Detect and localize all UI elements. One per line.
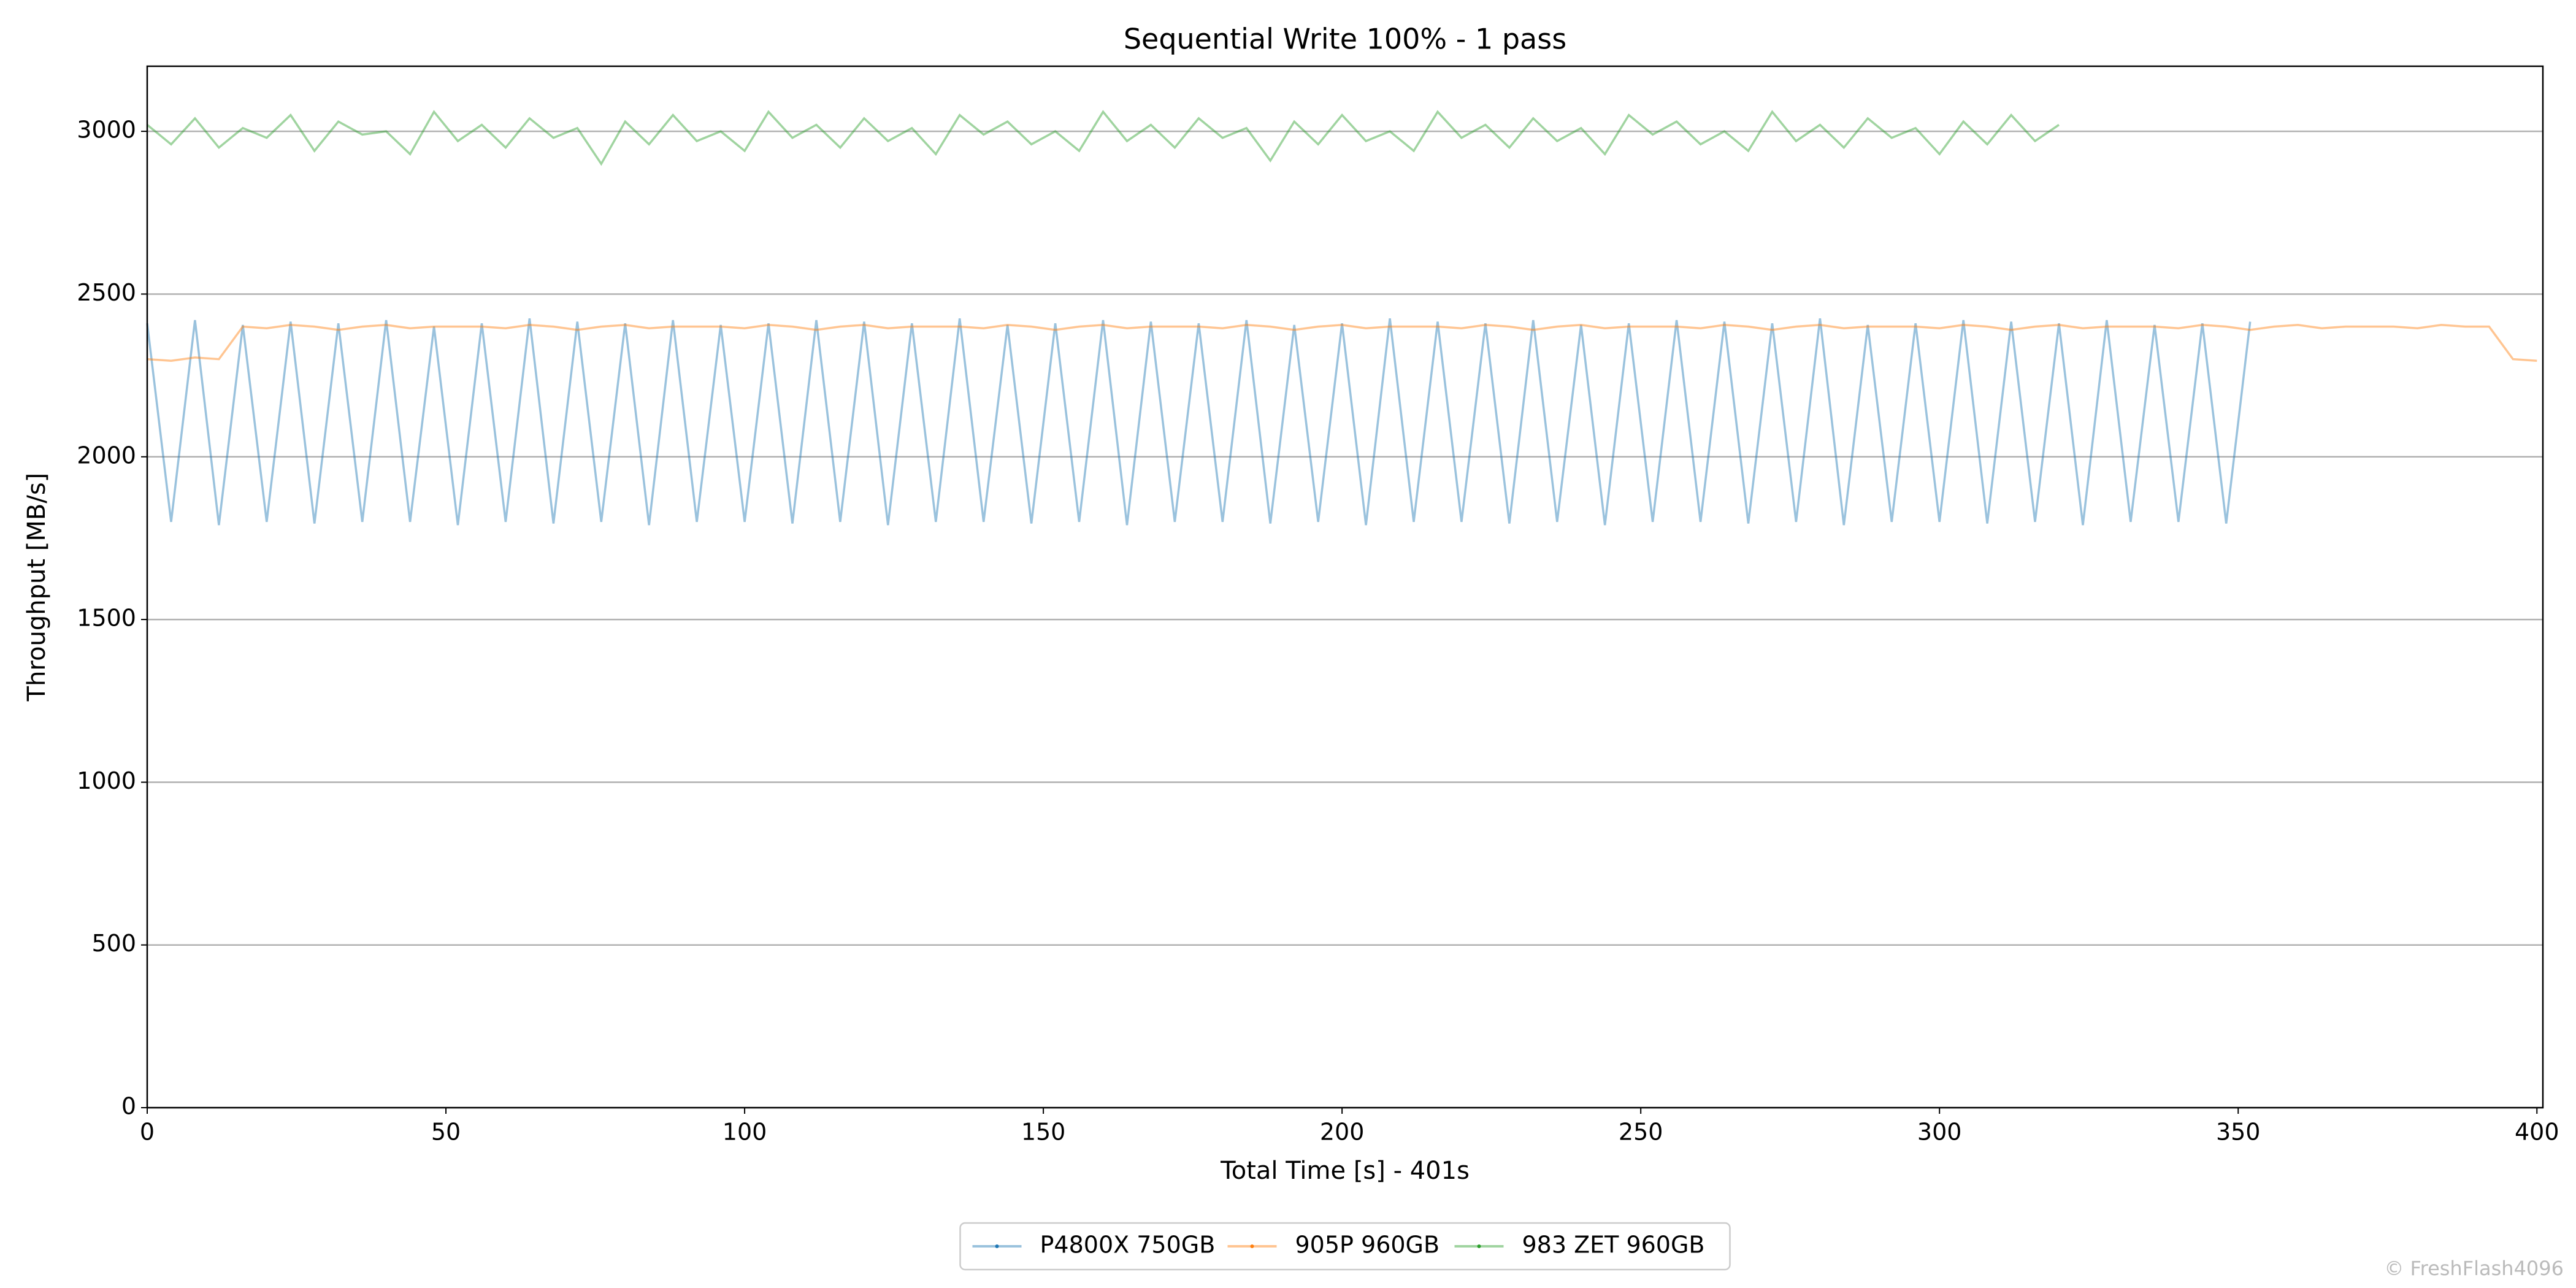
y-axis-label: Throughput [MB/s] xyxy=(23,473,51,702)
y-tick-label: 3000 xyxy=(77,117,136,144)
legend-label: P4800X 750GB xyxy=(1040,1232,1216,1259)
legend-marker xyxy=(995,1244,999,1248)
legend-marker xyxy=(1477,1244,1481,1248)
x-tick-label: 250 xyxy=(1619,1119,1663,1146)
legend-label: 983 ZET 960GB xyxy=(1522,1232,1705,1259)
y-tick-label: 500 xyxy=(91,930,136,957)
x-axis-label: Total Time [s] - 401s xyxy=(1220,1157,1470,1185)
x-tick-label: 0 xyxy=(140,1119,155,1146)
credit: © FreshFlash4096 xyxy=(2384,1257,2564,1280)
y-tick-label: 1000 xyxy=(77,767,136,794)
legend: P4800X 750GB 905P 960GB 983 ZET 960GB xyxy=(959,1222,1731,1271)
x-tick-label: 50 xyxy=(431,1119,461,1146)
y-tick-label: 0 xyxy=(121,1093,136,1120)
series-line xyxy=(146,110,2060,166)
plot-frame xyxy=(146,65,2544,1109)
y-tick-label: 2500 xyxy=(77,279,136,306)
series-line xyxy=(147,324,2537,362)
x-tick-label: 150 xyxy=(1021,1119,1066,1146)
chart-title: Sequential Write 100% - 1 pass xyxy=(1124,23,1566,56)
x-tick-label: 200 xyxy=(1320,1119,1365,1146)
x-tick-label: 100 xyxy=(723,1119,767,1146)
legend-label: 905P 960GB xyxy=(1295,1232,1440,1259)
x-tick-label: 300 xyxy=(1917,1119,1962,1146)
x-tick-label: 350 xyxy=(2216,1119,2261,1146)
legend-frame xyxy=(959,1222,1731,1271)
y-tick-label: 1500 xyxy=(77,605,136,632)
y-tick-label: 2000 xyxy=(77,442,136,469)
legend-marker xyxy=(1250,1244,1254,1248)
series-line xyxy=(146,318,2252,526)
x-tick-label: 400 xyxy=(2515,1119,2559,1146)
